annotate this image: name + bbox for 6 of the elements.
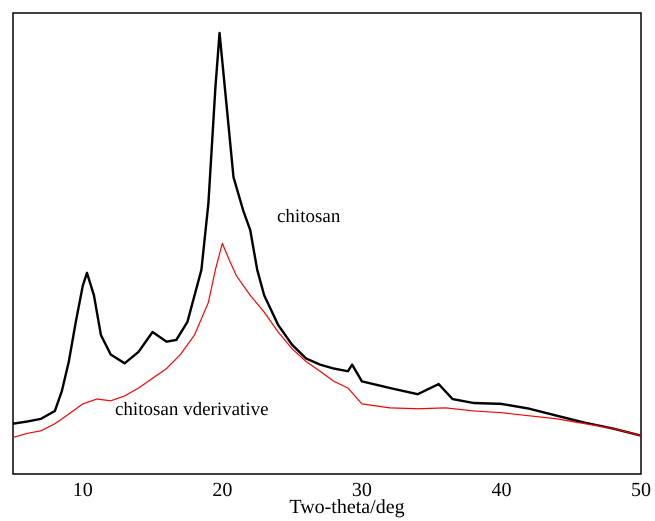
x-tick-label: 40 (491, 479, 512, 501)
series-label: chitosan vderivative (115, 399, 269, 420)
x-tick-label: 50 (631, 479, 651, 501)
x-tick-label: 10 (72, 479, 93, 501)
x-tick-label: 20 (212, 479, 232, 501)
series-label: chitosan (277, 206, 341, 227)
